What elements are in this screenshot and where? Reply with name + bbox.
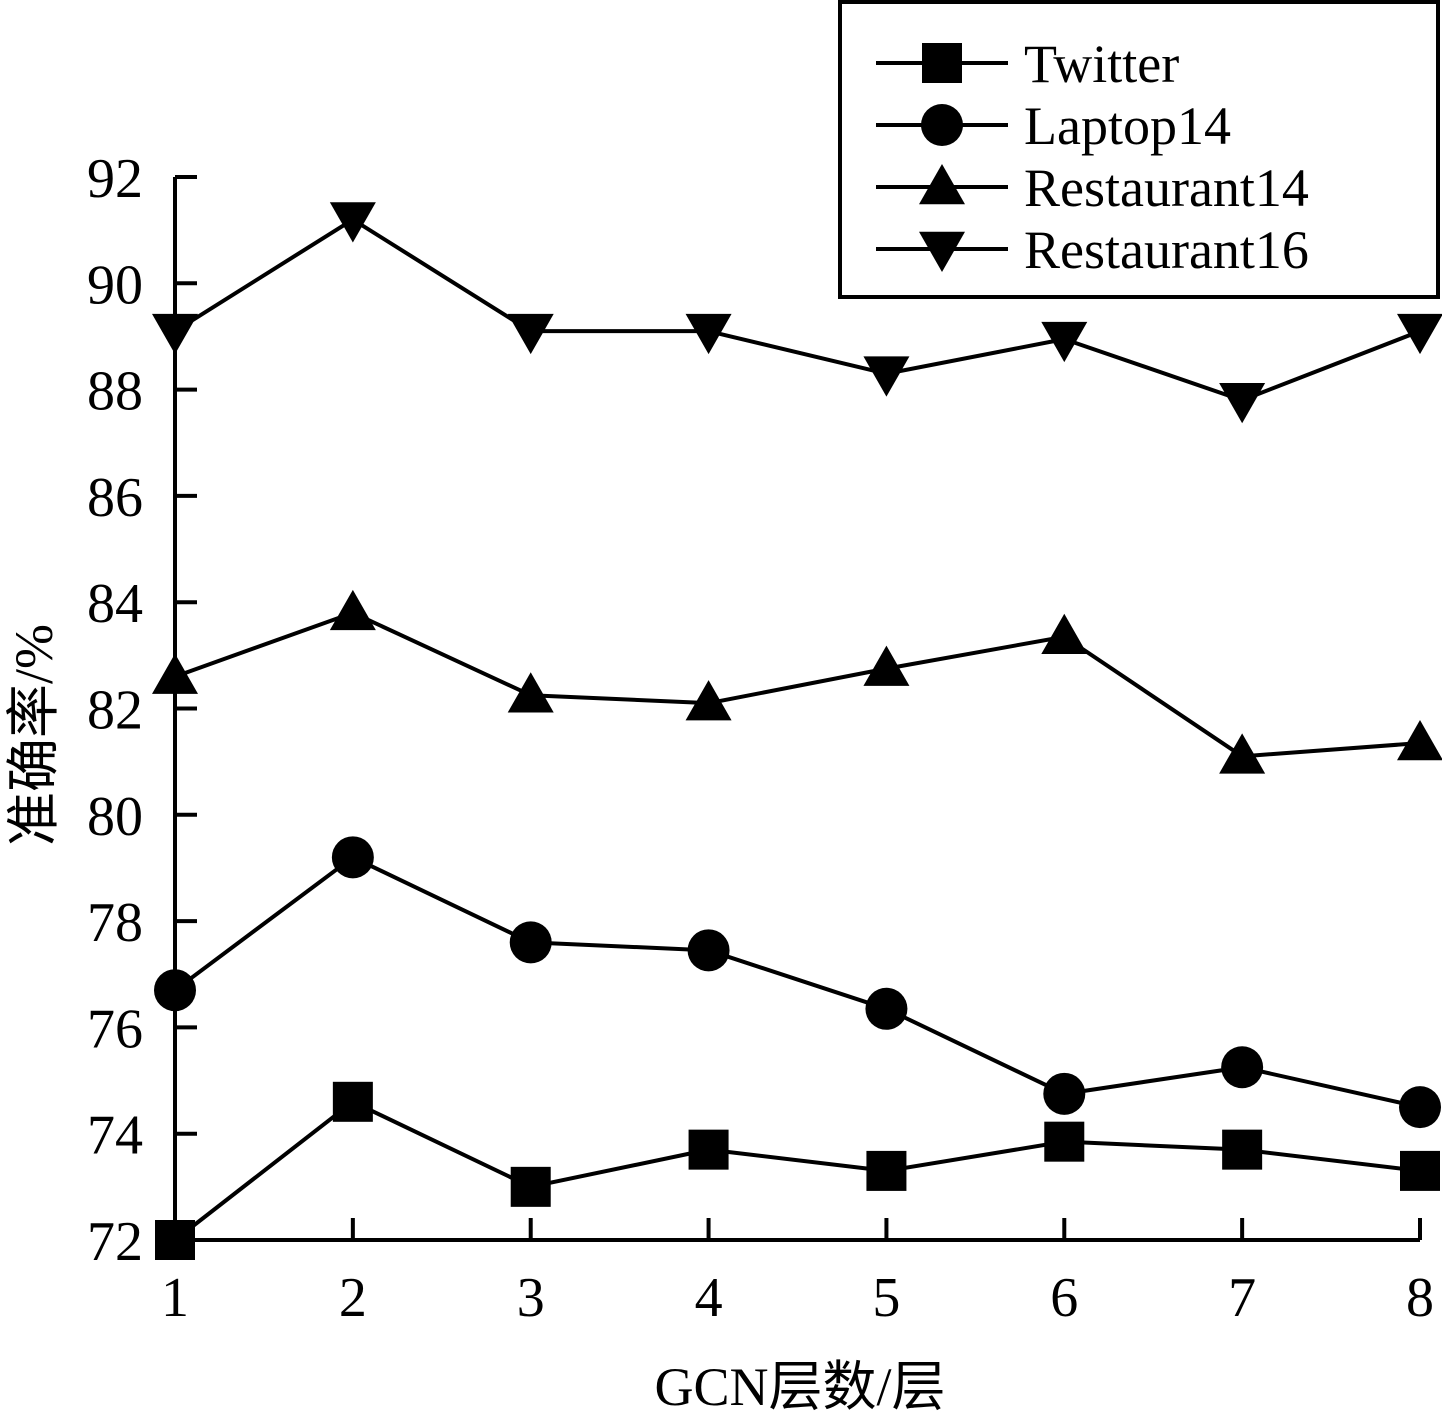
data-point-restaurant16: [1219, 382, 1266, 424]
y-tick-label: 80: [87, 786, 143, 848]
data-point-restaurant14: [152, 653, 198, 694]
x-tick-label: 1: [161, 1267, 189, 1329]
data-point-twitter: [1222, 1129, 1263, 1170]
data-point-twitter: [155, 1220, 195, 1260]
data-point-twitter: [332, 1081, 373, 1122]
data-point-twitter: [1044, 1121, 1085, 1162]
legend-marker-restaurant16: [919, 231, 965, 272]
y-tick-label: 82: [87, 680, 143, 742]
y-tick-label: 86: [87, 467, 143, 529]
data-point-restaurant16: [1397, 313, 1442, 355]
y-tick-label: 90: [87, 254, 143, 316]
x-tick-label: 5: [872, 1267, 900, 1329]
series-laptop14: [154, 836, 1441, 1129]
y-tick-label: 76: [87, 998, 143, 1060]
y-axis-title: 准确率/%: [4, 624, 64, 846]
x-axis-title: GCN层数/层: [654, 1357, 945, 1417]
data-point-laptop14: [1399, 1086, 1441, 1129]
data-point-restaurant16: [329, 202, 376, 243]
series-restaurant14: [152, 589, 1442, 774]
data-point-restaurant14: [863, 645, 910, 686]
data-point-twitter: [1400, 1150, 1440, 1191]
legend-marker-restaurant14: [919, 164, 965, 205]
data-point-restaurant14: [685, 680, 732, 721]
x-tick-label: 8: [1406, 1267, 1434, 1329]
series-line-restaurant16: [173, 217, 1421, 403]
legend-item-restaurant14: Restaurant14: [876, 158, 1309, 218]
legend-label: Laptop14: [1024, 96, 1231, 156]
data-point-laptop14: [865, 987, 908, 1030]
series-line-twitter: [173, 1099, 1421, 1242]
y-tick-label: 92: [87, 148, 143, 210]
series-twitter: [155, 1081, 1440, 1260]
data-point-restaurant16: [1041, 321, 1088, 363]
y-tick-label: 74: [87, 1105, 143, 1167]
series-layer: [152, 202, 1442, 1260]
legend-marker-twitter: [922, 43, 962, 83]
y-tick-label: 78: [87, 892, 143, 954]
data-point-restaurant14: [329, 589, 376, 631]
data-point-twitter: [688, 1129, 729, 1170]
data-point-restaurant14: [1397, 720, 1442, 761]
legend-label: Restaurant14: [1024, 158, 1309, 218]
data-point-laptop14: [154, 969, 196, 1012]
legend-marker-laptop14: [921, 104, 963, 146]
y-tick-label: 72: [87, 1211, 143, 1273]
legend-label: Twitter: [1024, 34, 1179, 94]
legend-item-restaurant16: Restaurant16: [876, 220, 1309, 280]
data-point-restaurant14: [1219, 733, 1266, 774]
x-tick-label: 3: [517, 1267, 545, 1329]
y-tick-label: 88: [87, 361, 143, 423]
x-tick-label: 7: [1228, 1267, 1256, 1329]
legend-item-twitter: Twitter: [876, 34, 1179, 94]
data-point-laptop14: [331, 836, 374, 879]
data-point-laptop14: [509, 921, 552, 964]
legend-item-laptop14: Laptop14: [876, 96, 1231, 156]
x-tick-label: 2: [339, 1267, 367, 1329]
data-point-twitter: [866, 1150, 907, 1191]
series-line-restaurant14: [174, 610, 1421, 759]
data-point-laptop14: [1221, 1046, 1264, 1089]
series-restaurant16: [152, 202, 1442, 424]
data-point-restaurant14: [1041, 613, 1088, 654]
y-tick-label: 84: [87, 573, 143, 635]
data-point-restaurant16: [863, 356, 910, 397]
series-line-laptop14: [173, 855, 1421, 1110]
data-point-restaurant16: [507, 313, 554, 355]
legend-label: Restaurant16: [1024, 220, 1309, 280]
data-point-twitter: [510, 1166, 551, 1207]
data-point-laptop14: [687, 929, 730, 972]
data-point-restaurant16: [152, 313, 198, 355]
data-point-restaurant14: [507, 672, 554, 713]
x-tick-label: 4: [695, 1267, 723, 1329]
data-point-laptop14: [1043, 1072, 1086, 1115]
x-tick-label: 6: [1050, 1267, 1078, 1329]
data-point-restaurant16: [685, 313, 732, 355]
